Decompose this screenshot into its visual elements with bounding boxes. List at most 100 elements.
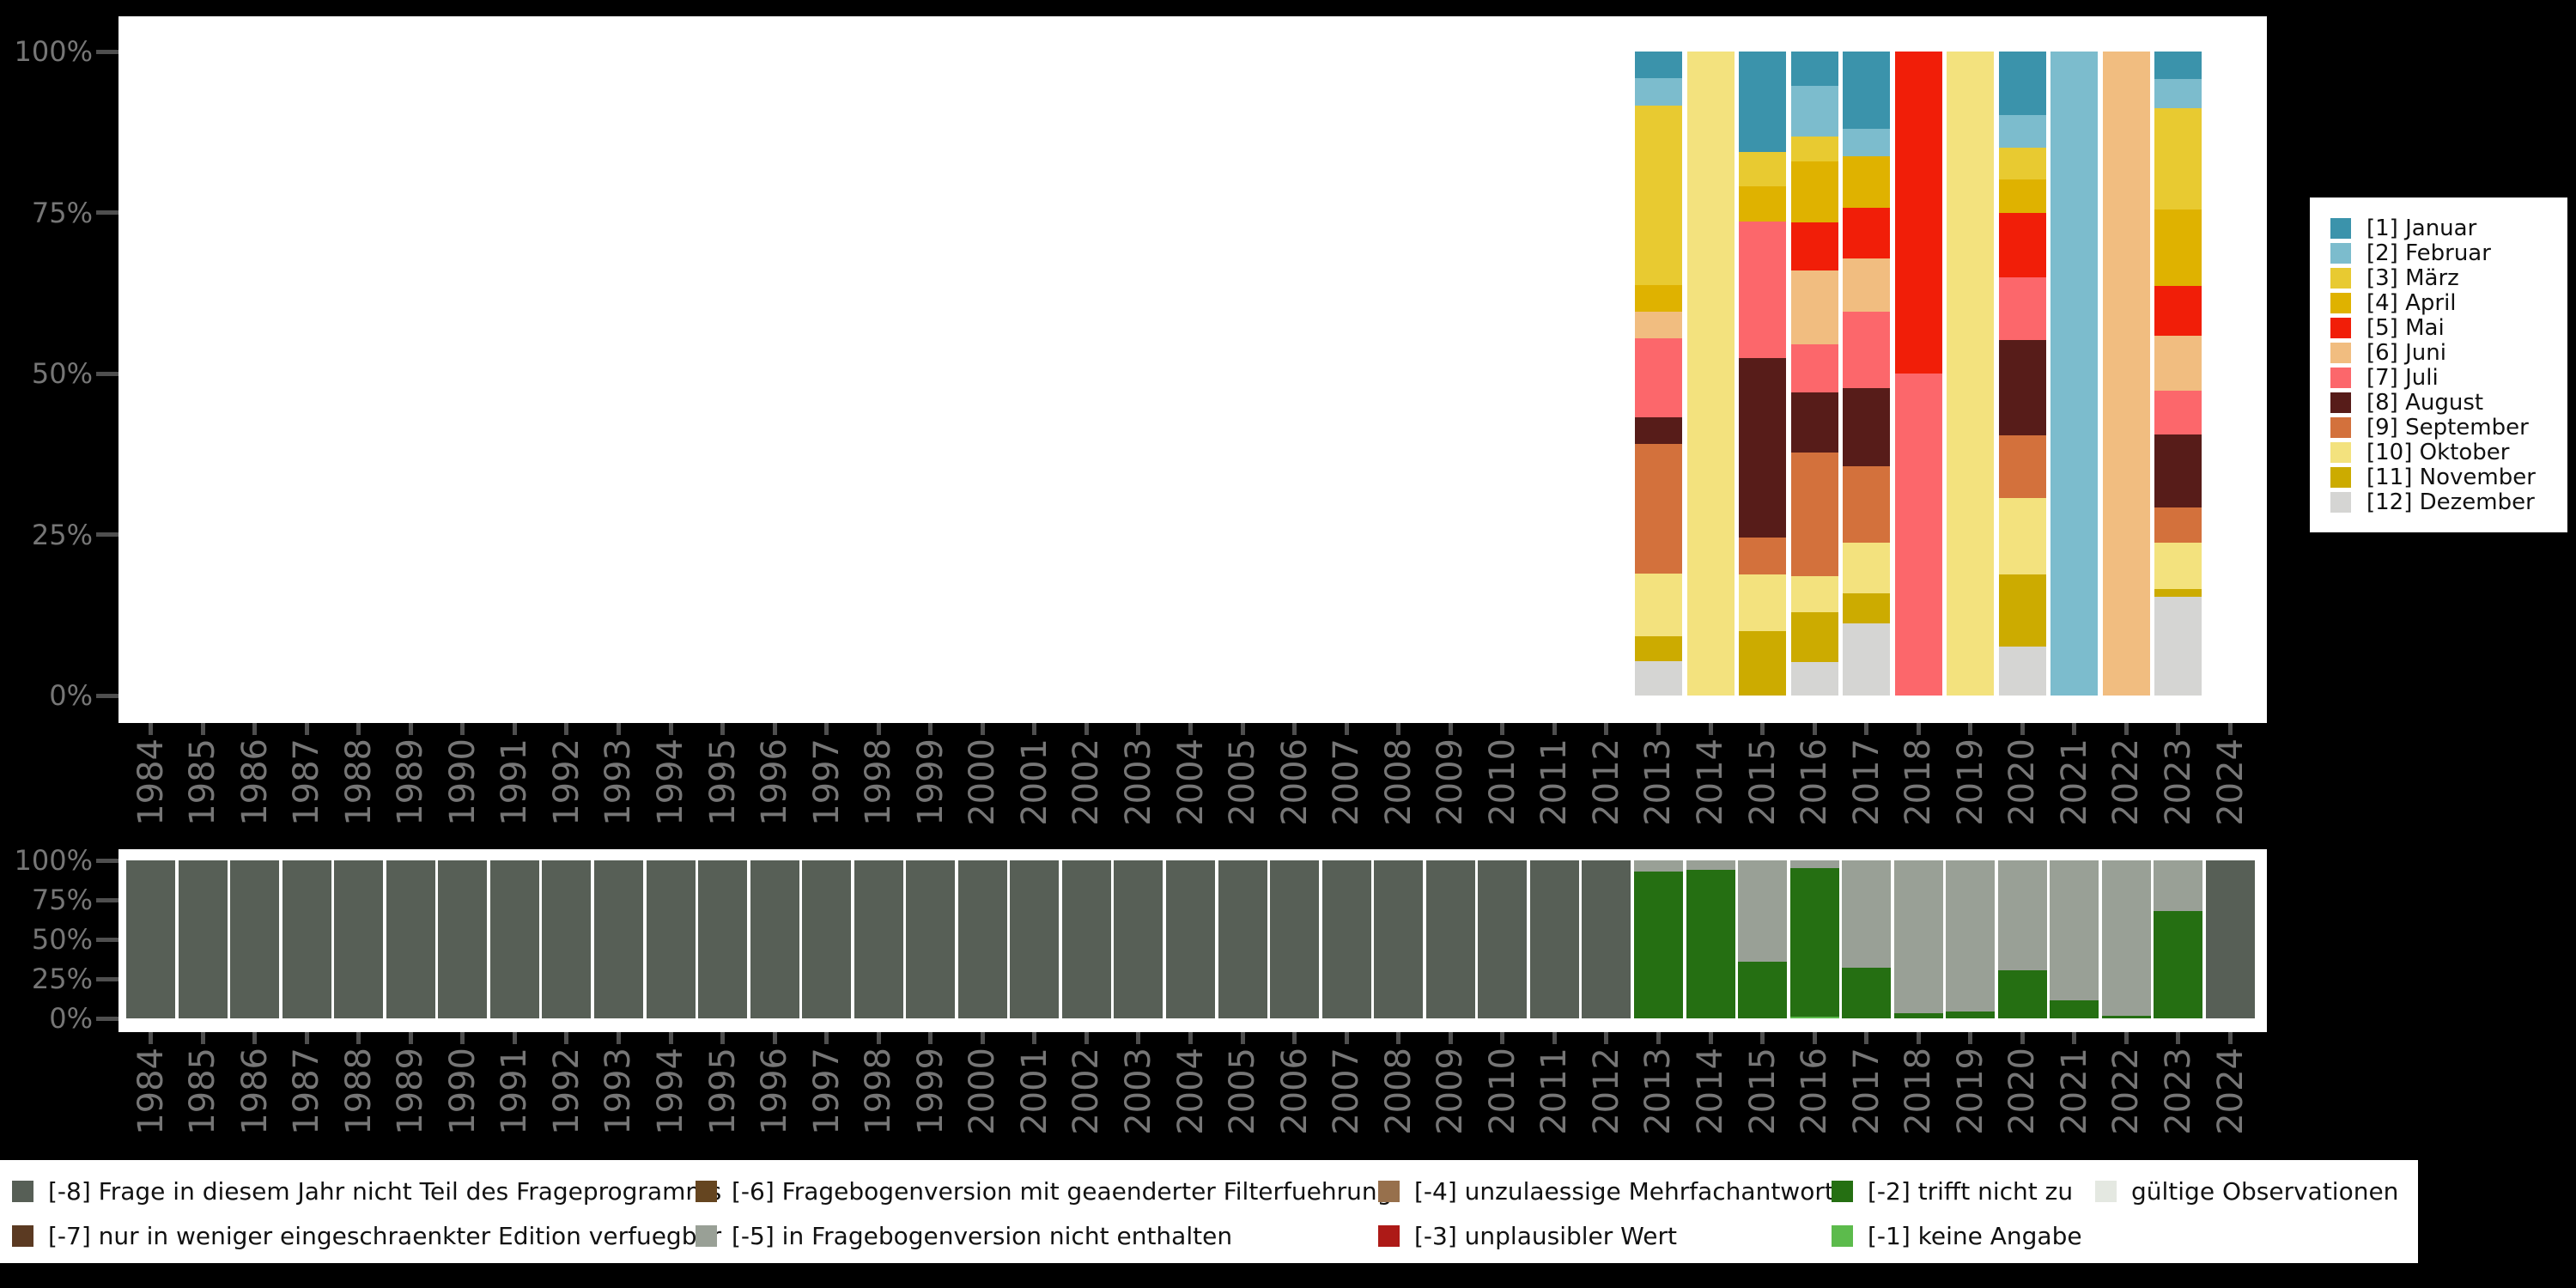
bar-segment-2023-month-7[interactable]: [2154, 391, 2202, 434]
bar-segment-1990-code--8[interactable]: [438, 860, 488, 1018]
bar-segment-2016-month-4[interactable]: [1790, 161, 1838, 222]
bar-segment-2016-month-5[interactable]: [1790, 222, 1838, 270]
bar-segment-2019-code--5[interactable]: [1946, 860, 1996, 1012]
bar-segment-2013-month-8[interactable]: [1634, 417, 1682, 444]
bar-segment-2015-month-4[interactable]: [1739, 185, 1787, 222]
bar-segment-2017-month-7[interactable]: [1843, 312, 1891, 388]
bar-segment-2020-month-11[interactable]: [1998, 574, 2046, 647]
bar-segment-2017-month-6[interactable]: [1843, 258, 1891, 312]
bar-segment-1989-code--8[interactable]: [386, 860, 435, 1018]
bar-segment-2013-month-1[interactable]: [1634, 52, 1682, 78]
bar-segment-2002-code--8[interactable]: [1061, 860, 1111, 1018]
bar-segment-2020-month-7[interactable]: [1998, 276, 2046, 340]
bar-segment-2015-month-1[interactable]: [1739, 52, 1787, 152]
bar-segment-2020-month-5[interactable]: [1998, 212, 2046, 277]
bar-segment-2023-month-1[interactable]: [2154, 52, 2202, 80]
bar-segment-2023-month-6[interactable]: [2154, 335, 2202, 392]
bar-segment-2017-month-9[interactable]: [1843, 466, 1891, 543]
bar-segment-2020-month-12[interactable]: [1998, 647, 2046, 696]
bar-segment-2013-month-7[interactable]: [1634, 337, 1682, 417]
bar-segment-2013-month-9[interactable]: [1634, 443, 1682, 574]
bar-segment-2014-code--2[interactable]: [1686, 870, 1735, 1018]
bar-segment-2016-month-6[interactable]: [1790, 270, 1838, 344]
bar-segment-2015-month-9[interactable]: [1739, 538, 1787, 574]
bar-segment-2020-month-3[interactable]: [1998, 147, 2046, 180]
bar-segment-2023-month-4[interactable]: [2154, 209, 2202, 286]
bar-segment-1984-code--8[interactable]: [126, 860, 175, 1018]
bar-segment-2023-month-5[interactable]: [2154, 286, 2202, 336]
bar-segment-2023-code--2[interactable]: [2154, 910, 2203, 1018]
bar-segment-2017-month-1[interactable]: [1843, 52, 1891, 129]
bar-segment-2023-month-2[interactable]: [2154, 79, 2202, 108]
bar-segment-2016-month-7[interactable]: [1790, 343, 1838, 392]
bar-segment-2016-code--5[interactable]: [1789, 860, 1839, 869]
bar-segment-2014-code--5[interactable]: [1686, 860, 1735, 871]
bar-segment-2017-code--2[interactable]: [1842, 968, 1892, 1018]
bar-segment-2016-month-10[interactable]: [1790, 576, 1838, 612]
bar-segment-1985-code--8[interactable]: [178, 860, 228, 1018]
bar-segment-2017-month-2[interactable]: [1843, 129, 1891, 157]
bar-segment-2016-code--2[interactable]: [1789, 868, 1839, 1018]
bar-segment-2013-month-10[interactable]: [1634, 573, 1682, 636]
bar-segment-2016-month-3[interactable]: [1790, 137, 1838, 162]
bar-segment-2017-code--5[interactable]: [1842, 860, 1892, 969]
bar-segment-1997-code--8[interactable]: [802, 860, 852, 1018]
bar-segment-2023-month-9[interactable]: [2154, 507, 2202, 544]
bar-segment-2023-month-11[interactable]: [2154, 588, 2202, 597]
bar-segment-2016-month-2[interactable]: [1790, 85, 1838, 137]
bar-segment-2021-code--2[interactable]: [2050, 999, 2099, 1018]
bar-segment-2018-month-7[interactable]: [1894, 374, 1942, 696]
bar-segment-2014-month-10[interactable]: [1686, 52, 1735, 696]
bar-segment-2017-month-4[interactable]: [1843, 156, 1891, 208]
bar-segment-2020-code--5[interactable]: [1997, 860, 2047, 970]
bar-segment-2018-month-5[interactable]: [1894, 52, 1942, 374]
bar-segment-2024-code--8[interactable]: [2206, 860, 2255, 1018]
bar-segment-2013-month-11[interactable]: [1634, 636, 1682, 662]
bar-segment-2013-month-12[interactable]: [1634, 661, 1682, 696]
bar-segment-2017-month-5[interactable]: [1843, 207, 1891, 258]
bar-segment-2012-code--8[interactable]: [1582, 860, 1631, 1018]
bar-segment-1993-code--8[interactable]: [593, 860, 643, 1018]
bar-segment-1991-code--8[interactable]: [489, 860, 539, 1018]
bar-segment-2021-code--5[interactable]: [2050, 860, 2099, 1000]
bar-segment-2015-month-10[interactable]: [1739, 574, 1787, 631]
bar-segment-2019-code--2[interactable]: [1946, 1011, 1996, 1018]
bar-segment-2015-month-3[interactable]: [1739, 152, 1787, 186]
bar-segment-2015-month-7[interactable]: [1739, 222, 1787, 358]
bar-segment-2015-month-8[interactable]: [1739, 358, 1787, 538]
bar-segment-2023-month-3[interactable]: [2154, 108, 2202, 210]
bar-segment-2008-code--8[interactable]: [1374, 860, 1424, 1018]
bar-segment-2016-month-9[interactable]: [1790, 453, 1838, 577]
bar-segment-1996-code--8[interactable]: [750, 860, 799, 1018]
bar-segment-1999-code--8[interactable]: [906, 860, 956, 1018]
bar-segment-2017-month-12[interactable]: [1843, 623, 1891, 696]
bar-segment-2018-code--5[interactable]: [1893, 860, 1943, 1013]
bar-segment-2022-month-6[interactable]: [2102, 52, 2150, 696]
bar-segment-2015-code--2[interactable]: [1738, 961, 1788, 1018]
bar-segment-2022-code--5[interactable]: [2101, 860, 2151, 1017]
bar-segment-2009-code--8[interactable]: [1425, 860, 1475, 1018]
bar-segment-2007-code--8[interactable]: [1321, 860, 1371, 1018]
bar-segment-2005-code--8[interactable]: [1218, 860, 1267, 1018]
bar-segment-2020-month-4[interactable]: [1998, 179, 2046, 213]
bar-segment-2013-month-3[interactable]: [1634, 106, 1682, 286]
bar-segment-1995-code--8[interactable]: [698, 860, 748, 1018]
bar-segment-1986-code--8[interactable]: [230, 860, 280, 1018]
bar-segment-2019-month-10[interactable]: [1947, 52, 1995, 696]
bar-segment-2017-month-11[interactable]: [1843, 592, 1891, 623]
bar-segment-2020-month-9[interactable]: [1998, 435, 2046, 498]
bar-segment-2013-code--2[interactable]: [1633, 871, 1683, 1018]
bar-segment-2023-month-10[interactable]: [2154, 543, 2202, 589]
bar-segment-2013-month-4[interactable]: [1634, 285, 1682, 312]
bar-segment-2020-month-1[interactable]: [1998, 52, 2046, 115]
bar-segment-2006-code--8[interactable]: [1270, 860, 1320, 1018]
bar-segment-2020-month-10[interactable]: [1998, 497, 2046, 574]
bar-segment-2015-code--5[interactable]: [1738, 860, 1788, 962]
bar-segment-2022-code--2[interactable]: [2101, 1016, 2151, 1018]
bar-segment-2004-code--8[interactable]: [1166, 860, 1215, 1018]
bar-segment-2016-month-12[interactable]: [1790, 662, 1838, 696]
bar-segment-2016-month-11[interactable]: [1790, 611, 1838, 662]
bar-segment-1998-code--8[interactable]: [854, 860, 903, 1018]
bar-segment-2017-month-10[interactable]: [1843, 542, 1891, 593]
bar-segment-2018-code--2[interactable]: [1893, 1012, 1943, 1018]
